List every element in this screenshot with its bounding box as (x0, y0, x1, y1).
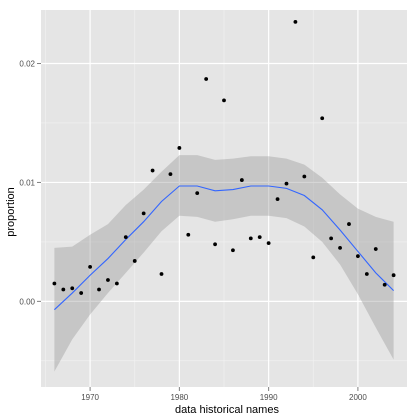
data-point (302, 174, 307, 179)
data-point (338, 245, 342, 250)
data-point (231, 248, 235, 253)
y-axis-title: proportion (5, 187, 17, 237)
data-point (239, 178, 244, 182)
data-point (364, 272, 369, 276)
data-point (79, 291, 84, 295)
data-point (248, 236, 253, 241)
data-point (132, 259, 137, 263)
x-tick-label: 1990 (260, 393, 278, 402)
data-point (159, 272, 164, 276)
x-tick-label: 2000 (349, 393, 367, 402)
smooth-line (54, 185, 394, 311)
data-point (347, 222, 351, 226)
data-point (257, 235, 262, 240)
data-point (177, 146, 182, 150)
x-axis-title: data historical names (175, 404, 279, 416)
data-point (70, 286, 75, 291)
data-point (52, 281, 57, 286)
data-point (382, 282, 387, 287)
x-tick-label: 1980 (170, 393, 188, 402)
data-point (329, 236, 334, 241)
data-point (141, 211, 146, 216)
data-point (123, 235, 128, 240)
data-point (320, 116, 325, 121)
data-point (266, 241, 271, 246)
data-point (311, 255, 316, 260)
data-point (114, 281, 119, 286)
plot-layer: 1970 1980 1990 2000 0.00 0.01 0.02 (19, 10, 407, 402)
data-point (275, 197, 280, 201)
data-point (213, 242, 217, 247)
x-tick-label: 1970 (81, 393, 99, 402)
data-point (168, 172, 173, 177)
data-point (88, 264, 92, 269)
data-point (97, 287, 101, 292)
data-point (204, 77, 209, 81)
data-point (356, 254, 360, 259)
data-point (284, 181, 289, 186)
data-point (373, 247, 378, 251)
y-tick-label: 0.01 (19, 178, 35, 187)
confidence-band (54, 155, 394, 372)
data-point (186, 232, 191, 237)
data-point (106, 278, 110, 282)
data-point (195, 191, 200, 196)
data-point (150, 168, 155, 173)
data-point (61, 287, 66, 292)
data-point (293, 19, 298, 24)
y-tick-label: 0.02 (19, 60, 35, 69)
y-tick-label: 0.00 (19, 297, 35, 306)
data-point (391, 273, 396, 278)
data-point (222, 98, 226, 103)
